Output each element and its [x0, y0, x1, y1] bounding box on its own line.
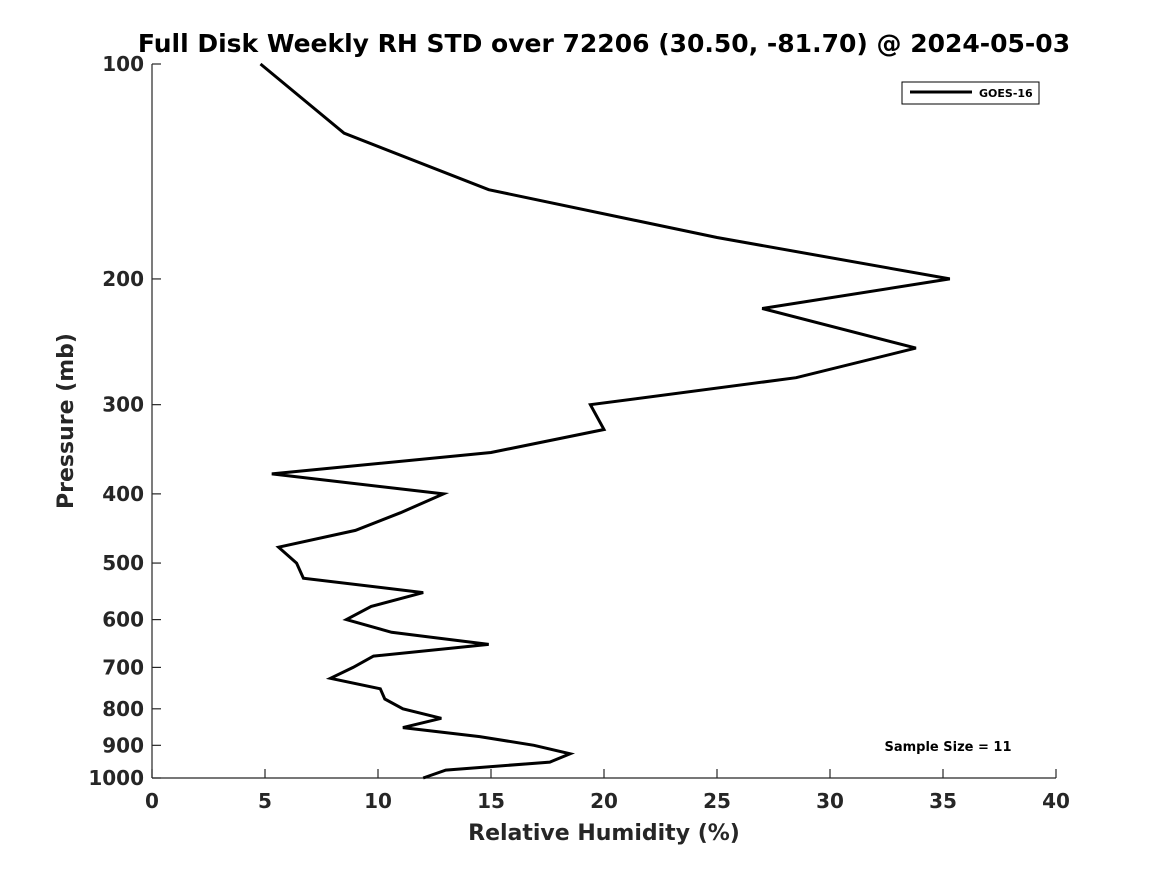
x-axis-label: Relative Humidity (%): [468, 821, 740, 846]
x-tick-label: 35: [929, 789, 957, 813]
y-tick-label: 500: [102, 551, 144, 575]
y-axis: 100 200 300 400 500 600 700 800 900 1000: [88, 52, 161, 790]
x-tick-label: 20: [590, 789, 618, 813]
legend: GOES-16: [901, 81, 1040, 105]
x-tick-label: 30: [816, 789, 844, 813]
series-line-goes-16: [259, 62, 951, 780]
y-tick-label: 1000: [88, 766, 144, 790]
y-tick-label: 600: [102, 608, 144, 632]
sample-size-annotation: Sample Size = 11: [884, 740, 1011, 755]
series-layer: [259, 62, 951, 780]
y-tick-label: 100: [102, 52, 144, 76]
x-tick-label: 15: [477, 789, 505, 813]
x-axis: 0 5 10 15 20 25 30 35 40: [145, 769, 1070, 813]
y-tick-label: 900: [102, 733, 144, 757]
y-tick-label: 700: [102, 655, 144, 679]
y-tick-label: 200: [102, 267, 144, 291]
y-tick-label: 300: [102, 393, 144, 417]
x-tick-label: 0: [145, 789, 159, 813]
y-tick-label: 800: [102, 697, 144, 721]
x-tick-label: 25: [703, 789, 731, 813]
y-tick-label: 400: [102, 482, 144, 506]
legend-entry-goes-16: GOES-16: [979, 87, 1033, 100]
chart-title: Full Disk Weekly RH STD over 72206 (30.5…: [138, 29, 1070, 58]
y-axis-label: Pressure (mb): [54, 333, 79, 509]
x-tick-label: 40: [1042, 789, 1070, 813]
x-tick-label: 10: [364, 789, 392, 813]
x-tick-label: 5: [258, 789, 272, 813]
